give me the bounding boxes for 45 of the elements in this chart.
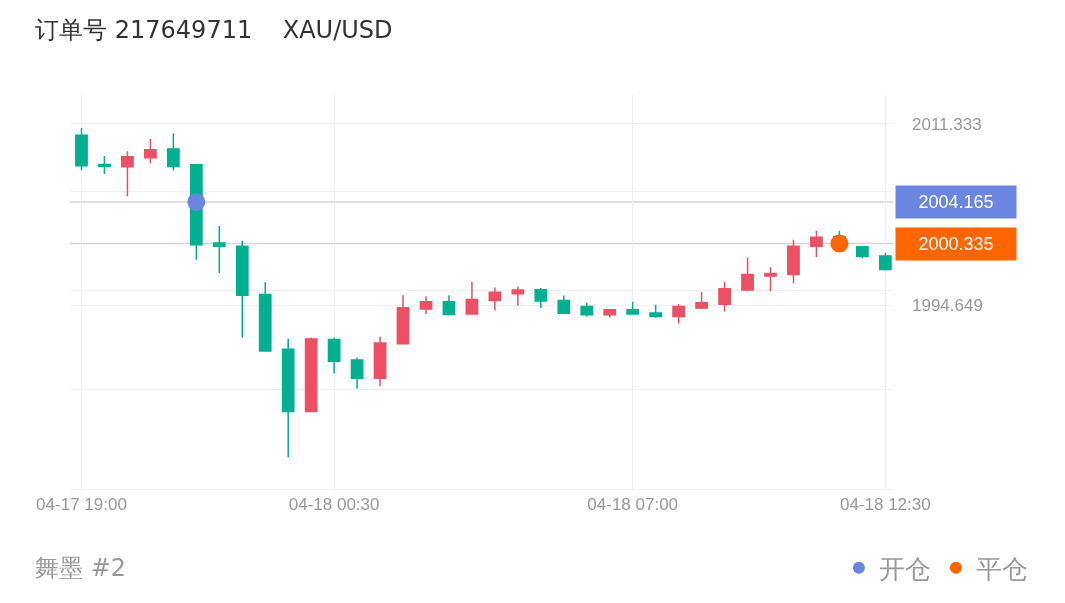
- candlestick: [764, 266, 777, 293]
- ref-line-label: 2004.165: [918, 192, 994, 212]
- x-tick-label: 04-18 07:00: [587, 495, 679, 515]
- candlestick: [626, 300, 640, 316]
- candlestick: [75, 127, 88, 171]
- text: 舞墨 #2: [35, 554, 127, 582]
- candlestick: [741, 256, 754, 293]
- candlestick: [212, 225, 226, 274]
- candlestick: [350, 356, 364, 390]
- x-tick-label: 04-18 00:30: [288, 495, 380, 515]
- x-tick-label: 04-17 19:00: [36, 495, 127, 515]
- candlestick: [810, 230, 823, 258]
- candlestick: [488, 286, 502, 312]
- candlestick: [396, 294, 410, 346]
- candlestick: [235, 240, 249, 339]
- candlestick: [580, 301, 594, 318]
- candlestick: [557, 294, 571, 314]
- candlestick: [878, 251, 892, 272]
- legend-label: 平仓: [975, 553, 1028, 584]
- candlestick: [419, 295, 433, 315]
- candlestick: [856, 244, 869, 260]
- x-tick-label: 04-18 12:30: [839, 495, 931, 515]
- candlestick: [166, 132, 180, 172]
- candlestick: [144, 138, 157, 164]
- candlestick: [258, 281, 272, 353]
- candlestick: [603, 308, 617, 318]
- candlestick: [787, 239, 800, 285]
- candlestick: [327, 336, 341, 375]
- ref-line-label: 2000.335: [918, 234, 994, 254]
- y-tick-label: 2011.333: [912, 114, 982, 134]
- candlestick: [281, 337, 295, 458]
- chart-title: 订单号 217649711 XAU/USD: [35, 15, 393, 44]
- candlestick: [511, 285, 525, 307]
- candlestick: [649, 304, 663, 319]
- candlestick: [121, 150, 134, 198]
- candlestick: [304, 336, 318, 413]
- candlestick: [534, 287, 548, 309]
- candlestick: [442, 294, 456, 317]
- y-tick-label: 1994.649: [912, 296, 983, 316]
- candlestick: [373, 335, 387, 388]
- candlestick: [718, 280, 731, 313]
- legend-label: 开仓: [878, 553, 931, 584]
- candlestick: [465, 280, 479, 315]
- candlestick: [695, 291, 708, 310]
- candlestick: [672, 303, 686, 325]
